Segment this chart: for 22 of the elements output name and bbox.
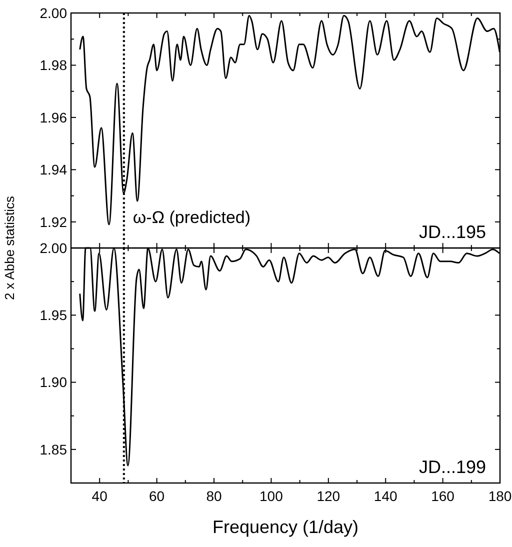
y-tick-label: 1.90 xyxy=(40,374,68,390)
y-tick-label: 1.85 xyxy=(40,441,68,458)
x-tick-label: 40 xyxy=(92,488,108,504)
x-tick-label: 60 xyxy=(149,488,165,504)
y-tick-label: 1.95 xyxy=(40,307,68,324)
y-tick-label: 1.94 xyxy=(40,162,68,178)
x-tick-label: 140 xyxy=(374,488,398,504)
y-tick-label: 2.00 xyxy=(40,4,68,21)
x-tick-label: 120 xyxy=(316,488,340,504)
annotation: JD...199 xyxy=(418,457,486,477)
y-tick-label: 1.92 xyxy=(40,214,68,230)
y-tick-label: 1.98 xyxy=(40,57,68,74)
x-tick-label: 80 xyxy=(206,488,222,504)
annotation: JD...195 xyxy=(418,222,486,242)
y-axis-title: 2 x Abbe statistics xyxy=(2,195,17,300)
x-tick-label: 160 xyxy=(431,488,455,504)
y-tick-label: 2.00 xyxy=(40,240,68,256)
x-tick-label: 100 xyxy=(260,488,284,504)
x-tick-label: 180 xyxy=(488,488,512,504)
annotation: ω-Ω (predicted) xyxy=(132,208,251,227)
x-axis-title: Frequency (1/day) xyxy=(212,517,359,537)
y-tick-label: 1.96 xyxy=(40,109,68,126)
